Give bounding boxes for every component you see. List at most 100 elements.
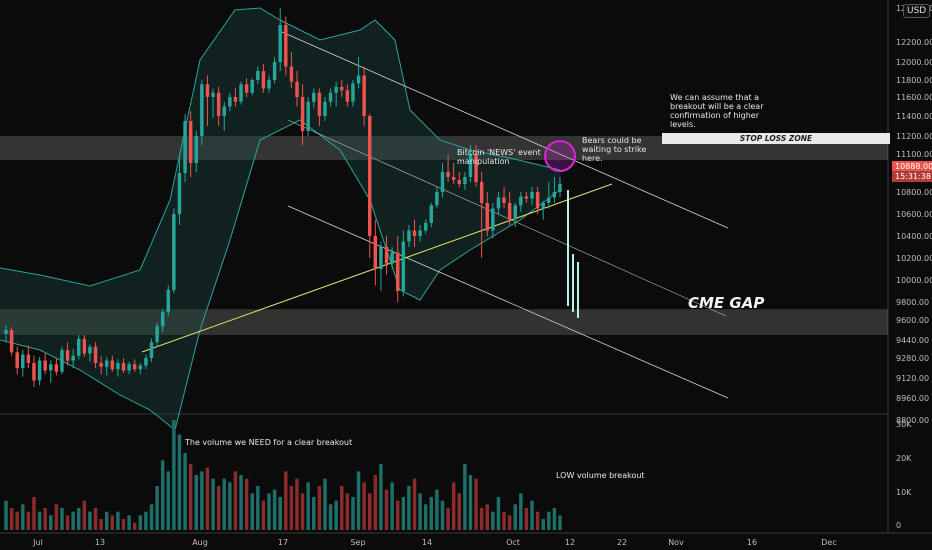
time-tick-label: Aug [192, 538, 208, 547]
candle-body [552, 192, 557, 198]
volume-bar [446, 508, 450, 530]
bears-strike-circle [544, 140, 576, 172]
volume-bar [216, 486, 221, 530]
candle-body [188, 121, 193, 163]
candle-body [513, 205, 517, 220]
candle-body [423, 222, 428, 231]
candle-body [172, 214, 176, 290]
candle-body [4, 330, 8, 334]
candle-body [407, 230, 411, 242]
candle-body [82, 338, 87, 354]
volume-bar [21, 504, 25, 530]
volume-bar [356, 471, 361, 530]
candle-body [88, 346, 92, 354]
volume-bar [71, 511, 75, 530]
candle-body [278, 25, 282, 62]
currency-label[interactable]: USD [903, 4, 931, 18]
volume-bar [451, 482, 456, 530]
channel-upper-line [281, 31, 729, 229]
volume-bar [127, 515, 131, 530]
time-tick-label: 16 [747, 538, 757, 547]
candle-body [524, 196, 529, 199]
volume-bar [312, 497, 316, 530]
volume-bar [429, 497, 434, 530]
candle-body [317, 92, 322, 116]
volume-bar [200, 471, 204, 530]
candle-body [183, 121, 187, 173]
candle-body [485, 203, 489, 231]
volume-bar [166, 471, 171, 530]
volume-bar [463, 464, 467, 530]
candle-body [71, 355, 75, 361]
candle-body [110, 360, 115, 370]
candle-body [15, 352, 19, 368]
volume-bar [172, 420, 176, 530]
candle-body [390, 252, 394, 264]
price-tick-label: 8960.00 [896, 394, 929, 403]
candle-body [250, 80, 254, 93]
volume-bar [188, 464, 193, 530]
volume-bar [323, 478, 327, 530]
assumption-annotation: We can assume that a breakout will be a … [670, 93, 764, 129]
candle-body [496, 197, 501, 209]
candle-body [440, 172, 445, 192]
low-volume-annotation: LOW volume breakout [556, 471, 645, 480]
price-tick-label: 11200.00 [896, 132, 932, 141]
volume-bar [239, 475, 243, 530]
candle-body [43, 360, 47, 371]
candle-body [216, 92, 221, 116]
volume-bar [418, 493, 422, 530]
volume-bar [558, 515, 562, 530]
candle-body [457, 180, 462, 184]
projection-bar [572, 254, 574, 312]
candle-body [77, 338, 81, 356]
volume-bar [519, 493, 523, 530]
volume-bar [379, 464, 383, 530]
candle-body [507, 203, 512, 220]
candle-body [435, 192, 439, 206]
cme-gap-zone [0, 309, 888, 335]
volume-bar [15, 511, 19, 530]
volume-bar [502, 511, 506, 530]
volume-bar [435, 489, 439, 530]
volume-bar [401, 497, 406, 530]
price-tick-label: 10400.00 [896, 232, 932, 241]
volume-bar [295, 478, 299, 530]
volume-bar [479, 508, 484, 530]
volume-bar [88, 511, 92, 530]
price-tick-label: 11800.00 [896, 76, 932, 85]
candle-body [362, 75, 366, 116]
price-tick-label: 10200.00 [896, 254, 932, 263]
candle-body [334, 86, 338, 93]
volume-bar [155, 486, 159, 530]
time-tick-label: Jul [32, 538, 43, 547]
volume-bar [177, 434, 182, 530]
candle-body [60, 350, 64, 372]
volume-bar [340, 486, 344, 530]
candle-body [104, 360, 109, 367]
volume-bar [116, 511, 120, 530]
candle-body [345, 90, 350, 102]
candle-body [412, 230, 417, 236]
candle-body [166, 289, 171, 312]
volume-bar [407, 486, 411, 530]
volume-bar [256, 486, 260, 530]
volume-bar [250, 493, 254, 530]
volume-bar [49, 515, 53, 530]
candle-body [211, 92, 215, 97]
price-tick-label: 12200.00 [896, 38, 932, 47]
candle-body [312, 92, 316, 102]
volume-bar [149, 504, 154, 530]
volume-bar [211, 478, 215, 530]
volume-tick-label: 10K [896, 488, 912, 497]
candle-body [116, 363, 120, 370]
candle-body [535, 192, 540, 209]
candle-body [395, 252, 400, 291]
candle-body [233, 97, 238, 102]
candle-body [351, 83, 355, 102]
price-tick-label: 11600.00 [896, 93, 932, 102]
volume-bar [373, 475, 378, 530]
volume-bar [328, 504, 333, 530]
volume-bar [485, 504, 489, 530]
candle-body [267, 80, 271, 89]
